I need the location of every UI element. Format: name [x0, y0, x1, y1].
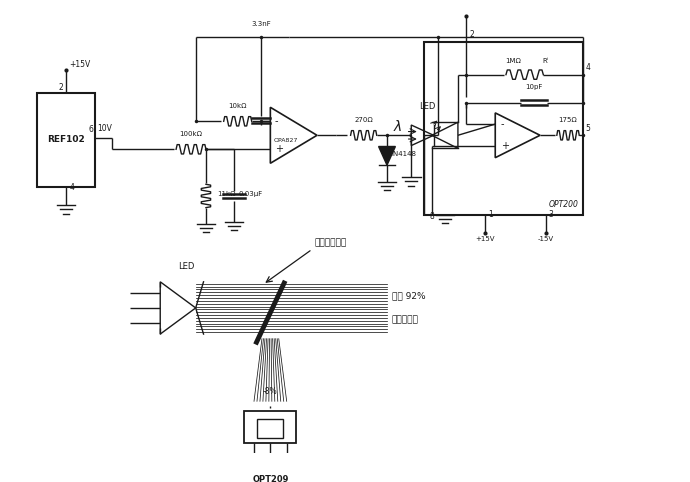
- Text: 11kΩ: 11kΩ: [217, 191, 236, 197]
- Text: 8: 8: [429, 212, 434, 221]
- Text: λ: λ: [394, 120, 402, 134]
- Text: +: +: [275, 144, 283, 154]
- Text: 270Ω: 270Ω: [354, 117, 373, 123]
- Text: +: +: [501, 142, 509, 151]
- Text: +15V: +15V: [475, 236, 495, 242]
- Text: 4: 4: [70, 183, 75, 192]
- Text: 量微镜玻璐片: 量微镜玻璐片: [314, 239, 346, 247]
- Text: 近似 92%: 近似 92%: [392, 292, 425, 301]
- Text: OPA827: OPA827: [274, 138, 298, 143]
- Text: 10pF: 10pF: [525, 84, 542, 90]
- Text: 4: 4: [586, 63, 591, 72]
- Text: 10kΩ: 10kΩ: [228, 103, 247, 109]
- Text: 3.3nF: 3.3nF: [251, 21, 271, 27]
- Text: 6: 6: [89, 125, 94, 134]
- Text: 175Ω: 175Ω: [559, 117, 578, 123]
- Text: 1MΩ: 1MΩ: [506, 58, 522, 65]
- Text: OPT209: OPT209: [252, 475, 288, 482]
- Text: Rⁱ: Rⁱ: [542, 58, 548, 65]
- Text: -8%: -8%: [263, 387, 277, 396]
- Text: 3: 3: [549, 211, 553, 219]
- Text: 10V: 10V: [97, 123, 112, 133]
- Text: -15V: -15V: [538, 236, 553, 242]
- Text: 2: 2: [59, 83, 63, 93]
- Text: 100kΩ: 100kΩ: [179, 131, 203, 137]
- Text: 0.03μF: 0.03μF: [239, 191, 263, 197]
- Polygon shape: [379, 147, 395, 165]
- Text: 2: 2: [469, 30, 474, 40]
- Bar: [37, 94, 95, 187]
- Text: OPT200: OPT200: [549, 200, 578, 209]
- Text: 1: 1: [488, 211, 493, 219]
- Text: -: -: [501, 119, 504, 129]
- Text: -: -: [275, 116, 279, 126]
- Text: LED: LED: [419, 102, 435, 111]
- Text: +15V: +15V: [69, 60, 90, 69]
- Text: IN4148: IN4148: [392, 151, 417, 157]
- Bar: [257, 419, 284, 438]
- Bar: [244, 411, 297, 443]
- Text: 有效光应用: 有效光应用: [392, 315, 419, 324]
- Bar: [424, 42, 583, 214]
- Text: 5: 5: [586, 123, 591, 133]
- Text: LED: LED: [178, 262, 195, 271]
- Text: REF102: REF102: [47, 135, 85, 145]
